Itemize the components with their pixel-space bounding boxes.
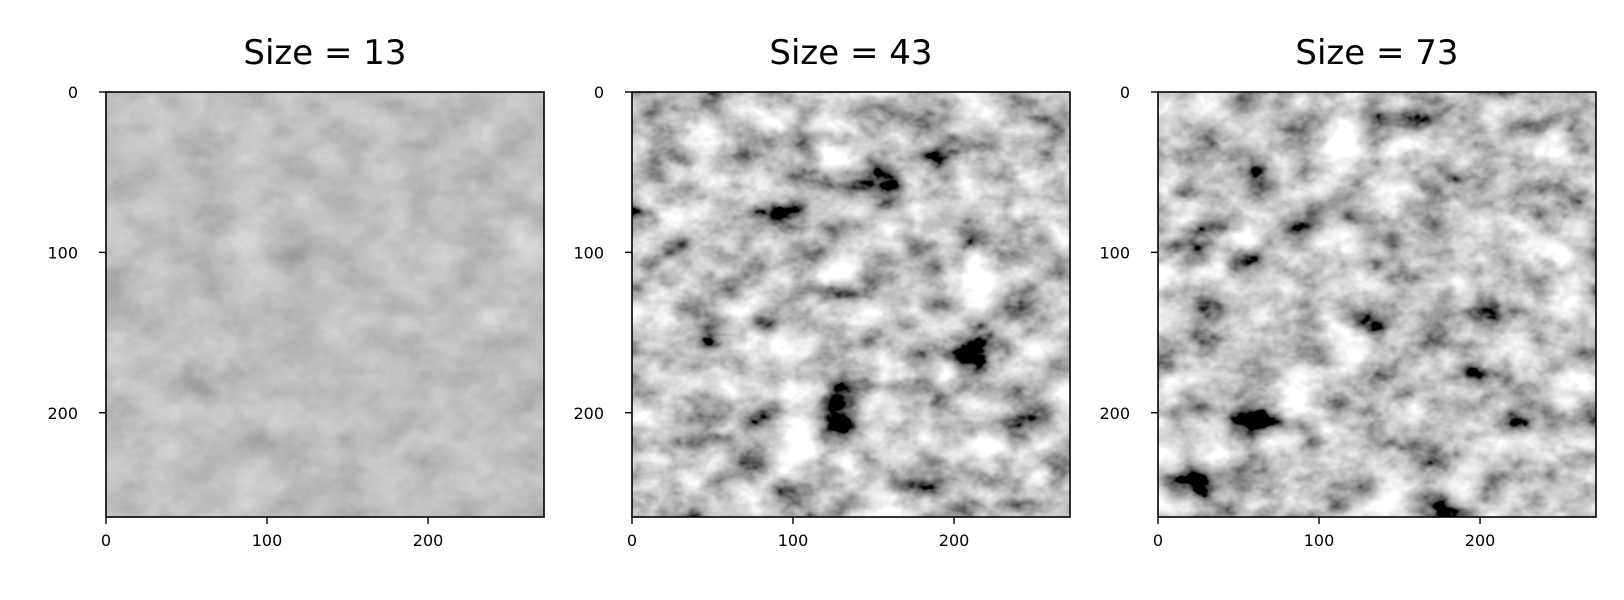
image-3	[1158, 92, 1596, 517]
x-tick-label: 100	[252, 531, 283, 550]
y-tick-label: 100	[47, 243, 78, 262]
subplot-title: Size = 73	[1295, 33, 1458, 73]
axes-frame	[631, 91, 1071, 518]
x-tick-label: 100	[778, 531, 809, 550]
x-tick-label: 0	[1153, 531, 1163, 550]
y-tick-label: 200	[47, 404, 78, 423]
y-tick-label: 100	[1099, 243, 1130, 262]
x-tick-label: 0	[101, 531, 111, 550]
y-tick-label: 200	[573, 404, 604, 423]
subplot-title: Size = 13	[243, 33, 406, 73]
y-tick-label: 0	[68, 83, 78, 102]
y-tick-label: 200	[1099, 404, 1130, 423]
subplot-2: Size = 43 0 100 200 0 100 200	[573, 33, 1071, 550]
x-tick-label: 100	[1304, 531, 1335, 550]
x-tick-label: 200	[413, 531, 444, 550]
subplot-title: Size = 43	[769, 33, 932, 73]
subplot-3: Size = 73 0 100 200 0 100 200	[1099, 33, 1597, 550]
y-tick-label: 0	[594, 83, 604, 102]
x-tick-label: 200	[939, 531, 970, 550]
image-1	[106, 92, 544, 517]
axes-frame	[1157, 91, 1597, 518]
y-tick-label: 100	[573, 243, 604, 262]
image-2	[632, 92, 1070, 517]
x-tick-label: 0	[627, 531, 637, 550]
subplot-1: Size = 13 0 100 200 0 100 200	[47, 33, 545, 550]
x-tick-label: 200	[1465, 531, 1496, 550]
y-tick-label: 0	[1120, 83, 1130, 102]
axes-frame	[105, 91, 545, 518]
